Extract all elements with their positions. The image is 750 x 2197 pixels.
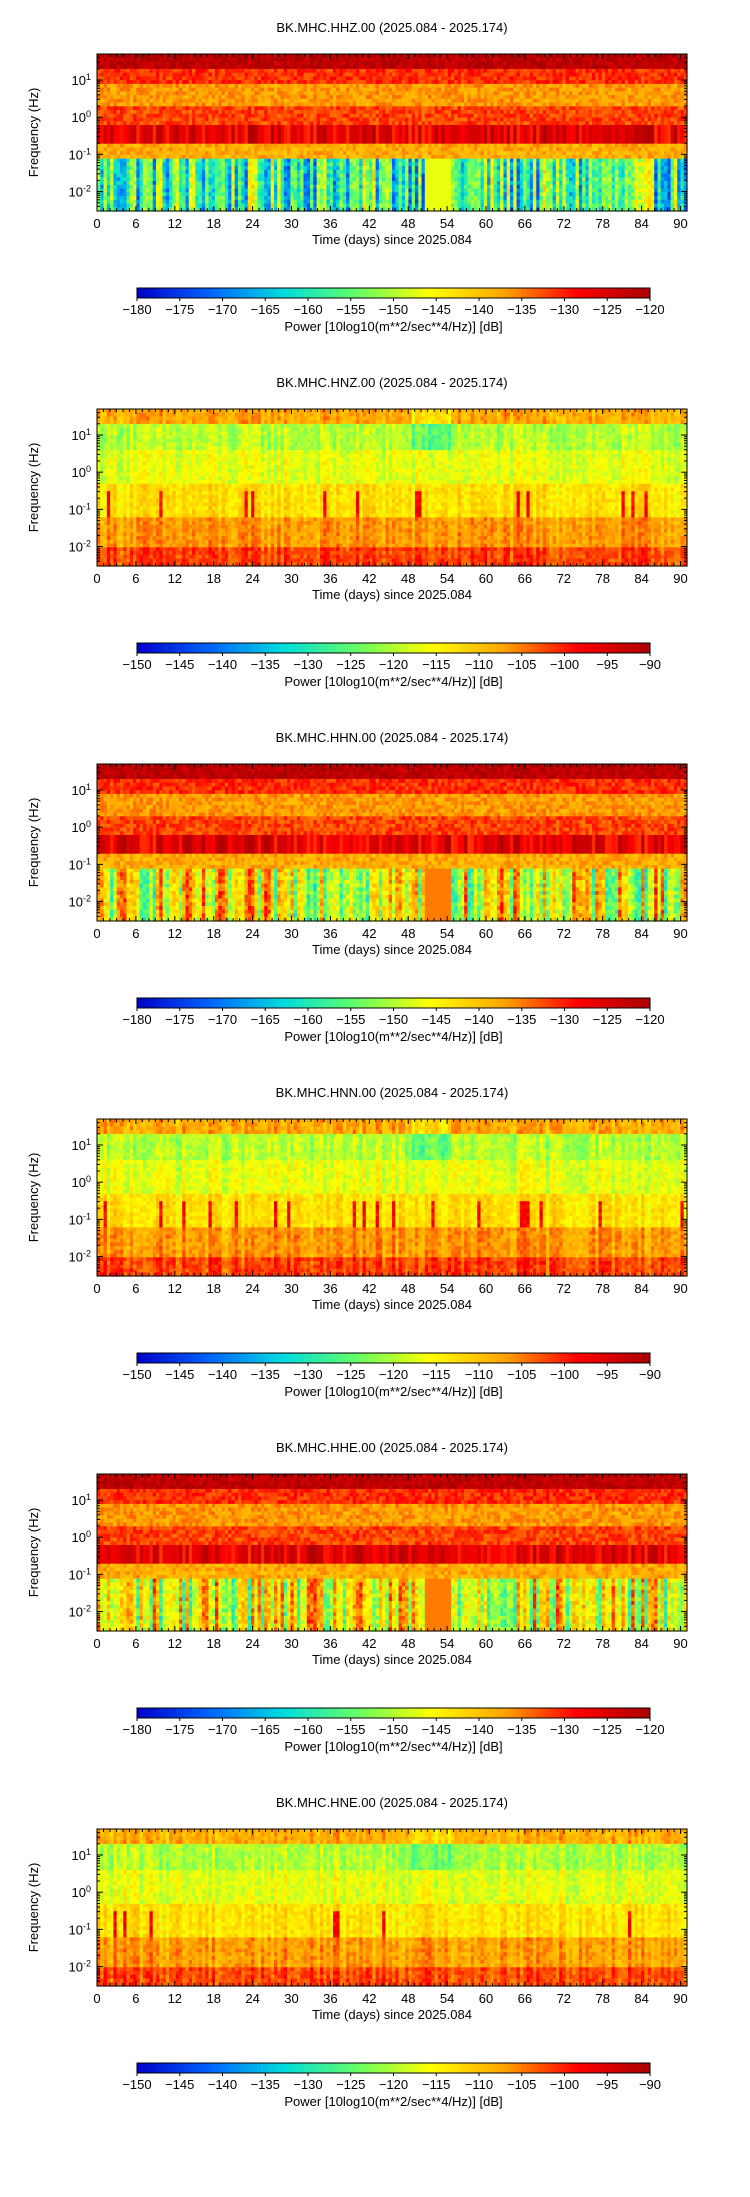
- spectrogram-heatmap: [97, 54, 688, 212]
- spectrogram-panel-0: BK.MHC.HHZ.00 (2025.084 - 2025.174)0 6 12 1…: [26, 20, 688, 334]
- chart-title: BK.MHC.HHZ.00 (2025.084 - 2025.174): [276, 20, 507, 35]
